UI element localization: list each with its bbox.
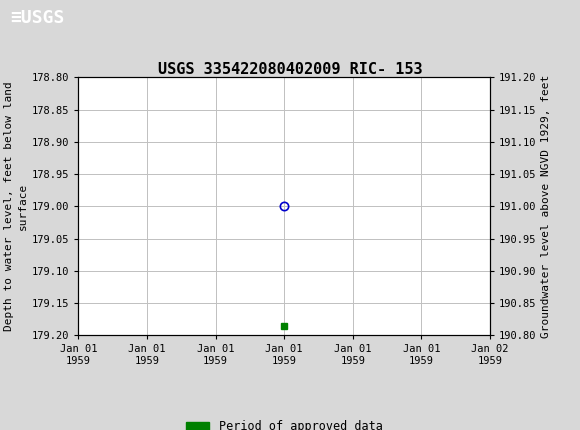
Y-axis label: Groundwater level above NGVD 1929, feet: Groundwater level above NGVD 1929, feet [541, 75, 551, 338]
Legend: Period of approved data: Period of approved data [181, 415, 387, 430]
Text: ≡USGS: ≡USGS [10, 9, 65, 27]
Text: USGS 335422080402009 RIC- 153: USGS 335422080402009 RIC- 153 [158, 62, 422, 77]
Y-axis label: Depth to water level, feet below land
surface: Depth to water level, feet below land su… [5, 82, 28, 331]
